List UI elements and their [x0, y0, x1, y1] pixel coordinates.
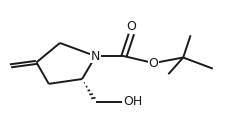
Text: N: N: [91, 50, 100, 63]
Text: O: O: [126, 20, 136, 33]
Text: O: O: [149, 57, 158, 70]
Text: OH: OH: [123, 95, 142, 108]
